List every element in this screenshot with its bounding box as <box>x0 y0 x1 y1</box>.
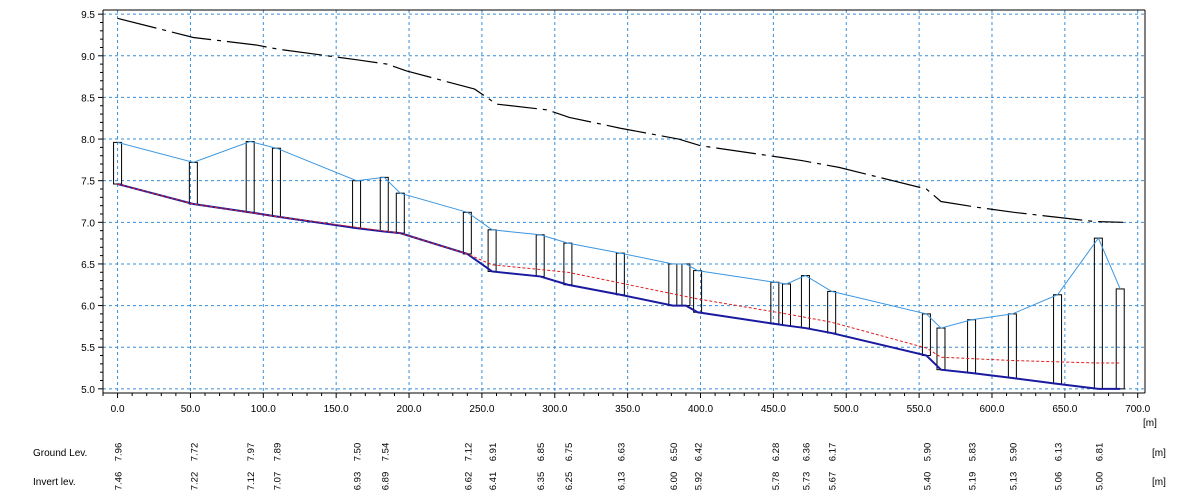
table-value: 6.13 <box>616 472 627 491</box>
table-value: 6.42 <box>694 443 705 462</box>
ground-line <box>117 17 1124 223</box>
table-value: 7.22 <box>189 472 200 491</box>
table-value: 6.50 <box>669 443 680 462</box>
table-value: 6.28 <box>771 443 782 462</box>
x-unit-label: [m] <box>1143 418 1157 429</box>
table-value: 6.36 <box>801 443 812 462</box>
table-value: 5.19 <box>968 472 979 491</box>
table-row-unit: [m] <box>1152 477 1166 488</box>
table-value: 5.90 <box>1008 443 1019 462</box>
grid-lines <box>103 10 1145 393</box>
y-tick-label: 5.5 <box>81 343 95 354</box>
table-value: 7.12 <box>246 472 257 491</box>
x-tick-label: 450.0 <box>761 404 786 415</box>
table-value: 6.41 <box>488 472 499 491</box>
table-row-label: Invert lev. <box>33 477 76 488</box>
table-value: 6.25 <box>564 472 575 491</box>
x-tick-label: 650.0 <box>1052 404 1077 415</box>
table-value: 6.89 <box>380 472 391 491</box>
value-table: Ground Lev. [m] 7.96 7.72 7.97 7.89 7.50 7.54 7.… <box>33 443 1166 491</box>
table-value: 6.62 <box>463 472 474 491</box>
axes <box>98 9 1146 398</box>
table-value: 6.17 <box>828 443 839 462</box>
table-value: 7.07 <box>272 472 283 491</box>
table-value: 7.72 <box>189 443 200 462</box>
invert-level-line <box>117 183 1121 390</box>
table-value: 5.92 <box>694 472 705 491</box>
manhole-ground-line <box>117 141 1121 329</box>
table-row-unit: [m] <box>1152 448 1166 459</box>
table-value: 7.89 <box>272 443 283 462</box>
x-tick-label: 550.0 <box>907 404 932 415</box>
y-tick-label: 8.5 <box>81 93 95 104</box>
table-value: 7.50 <box>353 443 364 462</box>
table-value: 6.75 <box>564 443 575 462</box>
water-level-line <box>117 183 1121 364</box>
x-tick-label: 50.0 <box>181 404 201 415</box>
y-tick-label: 9.5 <box>81 10 95 21</box>
table-value: 6.85 <box>536 443 547 462</box>
table-value: 7.96 <box>114 443 125 462</box>
table-value: 5.67 <box>828 472 839 491</box>
x-tick-label: 500.0 <box>834 404 859 415</box>
table-value: 7.46 <box>114 472 125 491</box>
table-value: 7.97 <box>246 443 257 462</box>
tick-labels: 0.0 50.0 100.0 150.0 200.0 250.0 300.0 350.0 400… <box>81 10 1157 429</box>
ground-level-line <box>117 17 1124 223</box>
table-value: 6.13 <box>1054 443 1065 462</box>
y-tick-label: 5.0 <box>81 385 95 396</box>
x-tick-label: 350.0 <box>615 404 640 415</box>
x-tick-label: 250.0 <box>469 404 494 415</box>
table-value: 6.35 <box>536 472 547 491</box>
x-tick-label: 300.0 <box>542 404 567 415</box>
table-value: 6.63 <box>616 443 627 462</box>
table-value: 6.91 <box>488 443 499 462</box>
x-tick-label: 150.0 <box>324 404 349 415</box>
x-tick-label: 600.0 <box>979 404 1004 415</box>
x-tick-label: 400.0 <box>688 404 713 415</box>
table-value: 5.78 <box>771 472 782 491</box>
table-row-label: Ground Lev. <box>33 448 87 459</box>
y-tick-label: 7.0 <box>81 218 95 229</box>
table-value: 7.54 <box>380 443 391 462</box>
invert-line <box>117 183 1121 390</box>
y-tick-label: 6.5 <box>81 260 95 271</box>
table-value: 5.13 <box>1008 472 1019 491</box>
table-value: 6.93 <box>353 472 364 491</box>
table-value: 6.81 <box>1094 443 1105 462</box>
table-value: 7.12 <box>463 443 474 462</box>
plot-area <box>103 10 1145 393</box>
table-value: 5.00 <box>1094 472 1105 491</box>
table-value: 5.73 <box>801 472 812 491</box>
table-value: 5.90 <box>922 443 933 462</box>
y-tick-label: 6.0 <box>81 302 95 313</box>
table-value: 5.06 <box>1054 472 1065 491</box>
x-tick-label: 700.0 <box>1125 404 1150 415</box>
table-value: 5.40 <box>922 472 933 491</box>
x-tick-label: 200.0 <box>397 404 422 415</box>
y-tick-label: 9.0 <box>81 52 95 63</box>
pipe-crown-line <box>117 141 1121 329</box>
x-tick-label: 0.0 <box>111 404 125 415</box>
table-value: 5.83 <box>968 443 979 462</box>
y-tick-label: 7.5 <box>81 177 95 188</box>
x-tick-label: 100.0 <box>251 404 276 415</box>
water-level-line <box>117 183 1121 364</box>
table-value: 6.00 <box>669 472 680 491</box>
y-tick-label: 8.0 <box>81 135 95 146</box>
